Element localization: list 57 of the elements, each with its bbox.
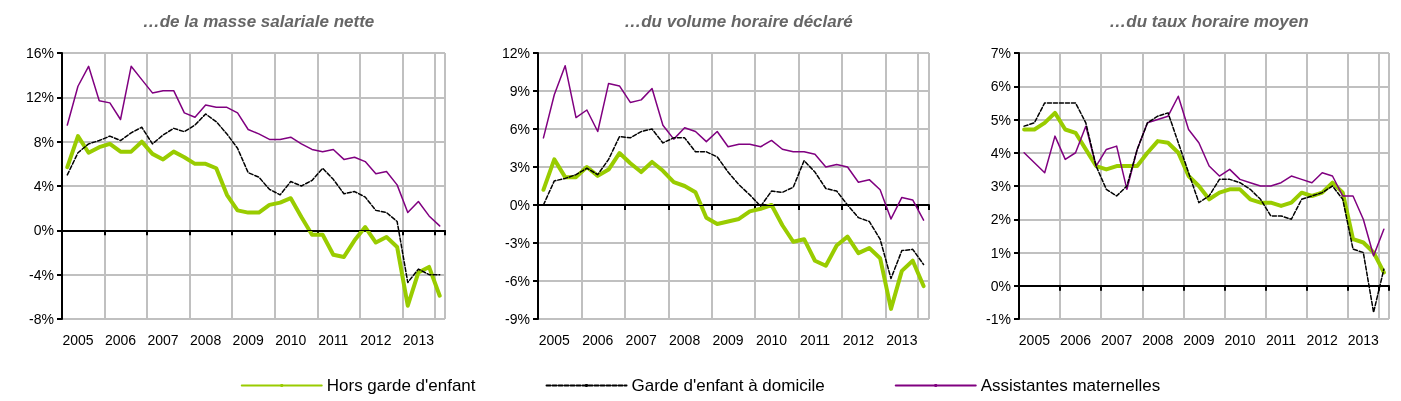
chart-title: …du taux horaire moyen [1109, 12, 1309, 31]
x-tick-label: 2009 [232, 332, 264, 348]
x-tick-label: 2012 [842, 332, 875, 348]
y-tick-label: 1% [990, 244, 1011, 261]
x-tick-label: 2013 [1347, 332, 1380, 348]
x-tick-label: 2008 [1142, 332, 1174, 348]
x-tick-label: 2011 [799, 332, 831, 348]
x-tick-label: 2011 [1266, 332, 1297, 348]
x-tick-label: 2005 [62, 332, 94, 348]
y-tick-label: 3% [509, 159, 530, 175]
y-tick-label: -4% [29, 266, 54, 283]
x-tick-label: 2010 [755, 332, 788, 348]
legend-label: Hors garde d'enfant [326, 376, 476, 395]
y-tick-label: 7% [990, 45, 1011, 61]
x-tick-label: 2007 [625, 332, 657, 348]
y-tick-label: 0% [33, 222, 54, 239]
x-tick-label: 2006 [582, 332, 614, 348]
y-tick-label: 3% [990, 178, 1011, 194]
x-tick-label: 2011 [318, 332, 349, 348]
y-tick-label: 4% [990, 144, 1011, 161]
x-tick-label: 2005 [1018, 332, 1051, 348]
y-tick-label: 4% [33, 178, 54, 194]
y-tick-label: 6% [509, 121, 530, 137]
y-tick-label: -3% [505, 235, 530, 251]
x-tick-label: 2008 [190, 332, 222, 348]
y-tick-label: 8% [33, 133, 54, 150]
y-tick-label: 6% [990, 78, 1011, 95]
x-tick-label: 2013 [886, 332, 918, 348]
x-tick-label: 2013 [402, 332, 435, 348]
y-tick-label: 0% [509, 197, 530, 213]
x-tick-label: 2006 [104, 332, 137, 348]
legend-label: Garde d'enfant à domicile [631, 376, 825, 395]
x-tick-label: 2007 [147, 332, 179, 348]
x-tick-label: 2005 [538, 332, 571, 348]
y-tick-label: -6% [505, 273, 530, 289]
chart-title: …de la masse salariale nette [142, 12, 375, 31]
y-tick-label: -1% [986, 311, 1011, 327]
legend-label: Assistantes maternelles [980, 376, 1161, 395]
y-tick-label: 12% [25, 89, 54, 106]
x-tick-label: 2009 [712, 332, 744, 348]
x-tick-label: 2006 [1059, 332, 1092, 348]
y-tick-label: 0% [990, 277, 1011, 294]
y-tick-label: 2% [990, 211, 1011, 228]
x-tick-label: 2008 [669, 332, 701, 348]
y-tick-label: 16% [25, 45, 54, 61]
x-tick-label: 2009 [1183, 332, 1215, 348]
y-tick-label: -8% [29, 311, 54, 327]
x-tick-label: 2012 [1306, 332, 1338, 348]
y-tick-label: -9% [505, 311, 530, 327]
y-tick-label: 9% [509, 83, 530, 99]
chart-title: …du volume horaire déclaré [624, 12, 853, 31]
x-tick-label: 2010 [275, 332, 307, 348]
y-tick-label: 12% [501, 45, 530, 61]
x-tick-label: 2007 [1101, 332, 1133, 348]
x-tick-label: 2010 [1224, 332, 1256, 348]
x-tick-label: 2012 [360, 332, 392, 348]
y-tick-label: 5% [990, 111, 1011, 128]
